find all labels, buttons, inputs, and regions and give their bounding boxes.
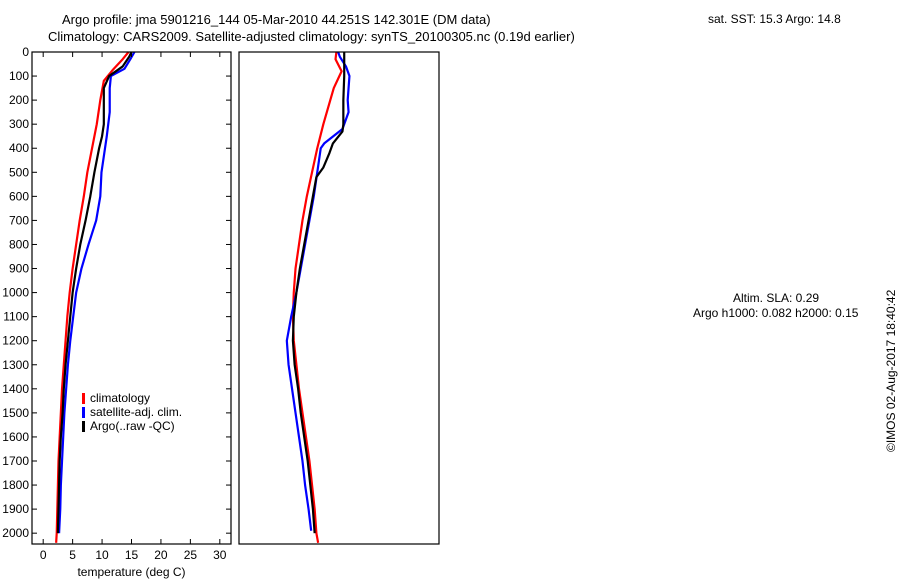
y-tick-label: 1500: [2, 406, 29, 420]
x-tick-label: 15: [125, 548, 139, 562]
y-tick-label: 1000: [2, 286, 29, 300]
salinity-plot-frame: [238, 51, 440, 545]
title-line-1: Argo profile: jma 5901216_144 05-Mar-201…: [62, 12, 491, 27]
x-tick-label: 20: [154, 548, 168, 562]
temperature-legend-label: satellite-adj. clim.: [90, 405, 182, 419]
sla-map-subtitle: Argo h1000: 0.082 h2000: 0.15: [693, 306, 859, 320]
y-tick-label: 1300: [2, 358, 29, 372]
temperature-legend-label: climatology: [90, 391, 150, 405]
x-tick-label: 5: [69, 548, 76, 562]
series-line-climatology: [291, 51, 343, 543]
y-tick-label: 300: [9, 117, 29, 131]
y-tick-label: 800: [9, 237, 29, 251]
x-tick-label: 0: [40, 548, 47, 562]
y-tick-label: 200: [9, 93, 29, 107]
legend-swatch: [82, 421, 85, 432]
y-tick-label: 0: [22, 45, 29, 59]
copyright-credit: ©IMOS 02-Aug-2017 18:40:42: [884, 289, 898, 452]
y-tick-label: 600: [9, 189, 29, 203]
x-tick-label: 25: [184, 548, 198, 562]
y-tick-label: 1600: [2, 430, 29, 444]
temperature-axis-label: temperature (deg C): [77, 565, 185, 579]
y-tick-label: 700: [9, 213, 29, 227]
series-line-argo-raw-qc-: [291, 52, 346, 534]
x-tick-label: 10: [95, 548, 109, 562]
y-tick-label: 2000: [2, 526, 29, 540]
y-tick-label: 100: [9, 69, 29, 83]
sla-map-title: Altim. SLA: 0.29: [733, 291, 820, 305]
y-tick-label: 1400: [2, 382, 29, 396]
title-line-2: Climatology: CARS2009. Satellite-adjuste…: [48, 29, 575, 44]
temperature-legend-label: Argo(..raw -QC): [90, 419, 175, 433]
legend-swatch: [82, 407, 85, 418]
y-tick-label: 1100: [3, 310, 29, 324]
y-tick-label: 500: [9, 165, 29, 179]
x-tick-label: 30: [213, 548, 227, 562]
y-tick-label: 1800: [2, 478, 29, 492]
sst-map-title: sat. SST: 15.3 Argo: 14.8: [708, 12, 841, 26]
y-tick-label: 400: [9, 141, 29, 155]
legend-swatch: [82, 393, 85, 404]
series-line-argo-raw-qc-: [56, 51, 133, 534]
y-tick-label: 1200: [2, 334, 29, 348]
series-line-climatology: [55, 51, 130, 543]
series-line-satellite-adj-clim-: [57, 51, 136, 534]
y-tick-label: 900: [9, 262, 29, 276]
y-tick-label: 1900: [2, 502, 29, 516]
y-tick-label: 1700: [2, 454, 29, 468]
